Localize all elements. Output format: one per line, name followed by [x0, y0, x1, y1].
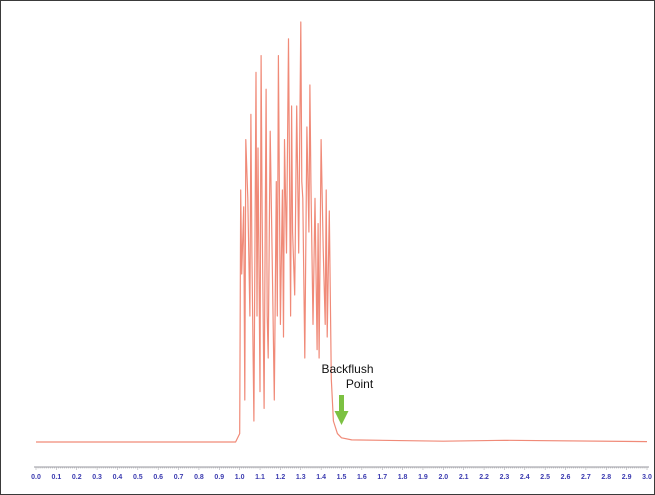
arrow-head	[334, 411, 349, 425]
x-tick-label: 2.4	[520, 474, 530, 481]
x-tick-label: 0.9	[214, 474, 224, 481]
x-tick-label: 1.8	[398, 474, 408, 481]
x-tick-label: 1.0	[235, 474, 245, 481]
x-axis-minor-ticks	[35, 467, 648, 470]
x-tick-label: 0.8	[194, 474, 204, 481]
x-tick-label: 2.8	[601, 474, 611, 481]
x-tick-label: 1.7	[377, 474, 387, 481]
x-axis-tick-labels: 0.0 0.1 0.2 0.3 0.4 0.5 0.6 0.7 0.8 0.9 1.0 1.1 1.2 1…	[31, 474, 652, 481]
x-tick-label: 0.6	[153, 474, 163, 481]
x-tick-label: 2.0	[438, 474, 448, 481]
x-axis: 0.0 0.1 0.2 0.3 0.4 0.5 0.6 0.7 0.8 0.9 1.0 1.1 1.2 1…	[31, 466, 652, 481]
x-tick-label: 1.4	[316, 474, 326, 481]
x-tick-label: 0.7	[174, 474, 184, 481]
x-tick-label: 1.1	[255, 474, 265, 481]
x-tick-label: 0.2	[72, 474, 82, 481]
arrow-shaft	[339, 395, 344, 411]
down-arrow-icon	[334, 395, 349, 425]
x-tick-label: 0.5	[133, 474, 143, 481]
signal-trace	[36, 21, 648, 443]
annotation-label-line1: Backflush	[321, 362, 373, 376]
x-tick-label: 1.5	[337, 474, 347, 481]
x-tick-label: 0.1	[51, 474, 61, 481]
x-tick-label: 2.5	[540, 474, 550, 481]
annotation-label-line2: Point	[346, 377, 374, 391]
x-tick-label: 1.3	[296, 474, 306, 481]
x-tick-label: 2.2	[479, 474, 489, 481]
x-tick-label: 2.6	[561, 474, 571, 481]
x-tick-label: 1.2	[276, 474, 286, 481]
x-tick-label: 2.7	[581, 474, 591, 481]
x-tick-label: 0.3	[92, 474, 102, 481]
x-tick-label: 1.6	[357, 474, 367, 481]
x-tick-label: 2.1	[459, 474, 469, 481]
x-tick-label: 0.0	[31, 474, 41, 481]
backflush-annotation: Backflush Point	[321, 362, 374, 425]
x-tick-label: 1.9	[418, 474, 428, 481]
x-tick-label: 2.3	[500, 474, 510, 481]
x-tick-label: 2.9	[622, 474, 632, 481]
x-tick-label: 3.0	[642, 474, 652, 481]
x-tick-label: 0.4	[113, 474, 123, 481]
